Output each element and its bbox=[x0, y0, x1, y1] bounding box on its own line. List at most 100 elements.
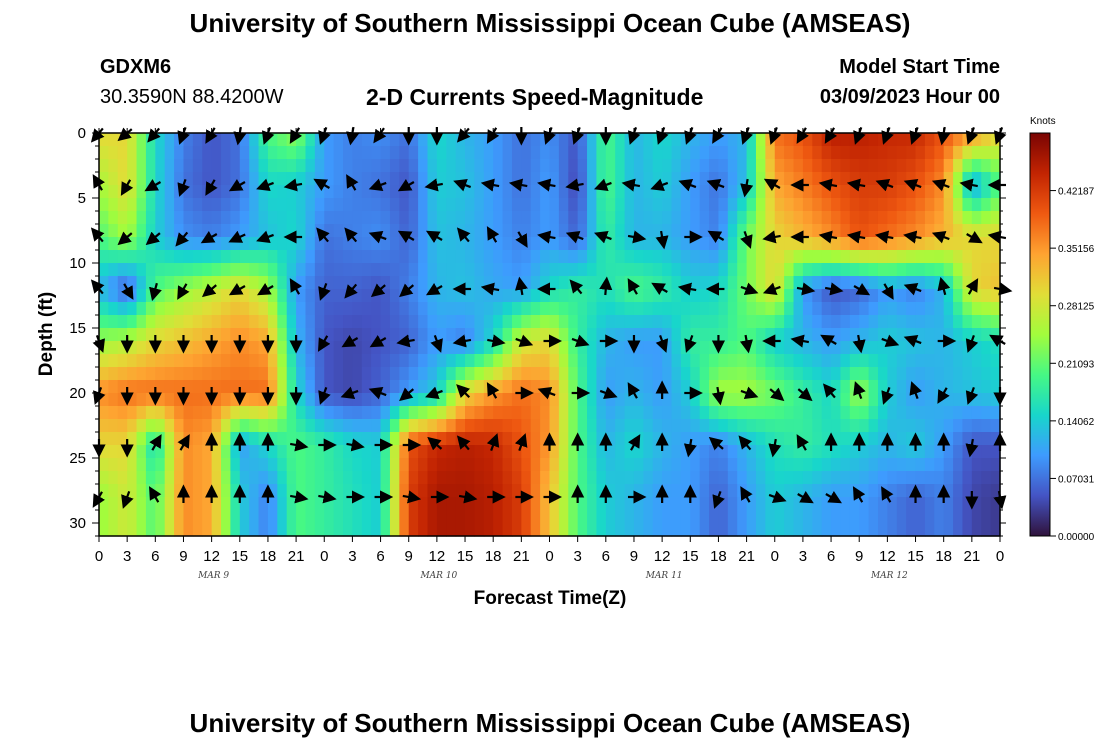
heatmap-cell bbox=[652, 445, 663, 459]
heatmap-cell bbox=[371, 523, 382, 537]
heatmap-cell bbox=[427, 341, 438, 355]
current-arrow bbox=[425, 386, 443, 399]
heatmap-cell bbox=[164, 406, 175, 420]
heatmap-cell bbox=[662, 445, 673, 459]
heatmap-cell bbox=[239, 211, 250, 225]
heatmap-cell bbox=[662, 146, 673, 160]
heatmap-cell bbox=[887, 315, 898, 329]
heatmap-cell bbox=[418, 445, 429, 459]
heatmap-cell bbox=[380, 458, 391, 472]
heatmap-cell bbox=[211, 458, 222, 472]
heatmap-cell bbox=[765, 315, 776, 329]
heatmap-cell bbox=[202, 211, 213, 225]
heatmap-cell bbox=[924, 237, 935, 251]
heatmap-cell bbox=[953, 263, 964, 277]
heatmap-cell bbox=[511, 185, 522, 199]
heatmap-cell bbox=[117, 510, 128, 524]
current-arrow bbox=[256, 230, 274, 243]
heatmap-cell bbox=[821, 198, 832, 212]
heatmap-cell bbox=[652, 315, 663, 329]
heatmap-cell bbox=[568, 419, 579, 433]
current-arrow bbox=[177, 434, 190, 451]
date-label: MAR 12 bbox=[870, 571, 908, 581]
heatmap-cell bbox=[427, 406, 438, 420]
heatmap-cell bbox=[267, 302, 278, 316]
heatmap-cell bbox=[934, 315, 945, 329]
heatmap-cell bbox=[709, 458, 720, 472]
heatmap-cell bbox=[239, 354, 250, 368]
heatmap-cell bbox=[934, 406, 945, 420]
heatmap-cell bbox=[239, 445, 250, 459]
heatmap-cell bbox=[849, 315, 860, 329]
current-arrow bbox=[565, 231, 584, 244]
heatmap-cell bbox=[408, 354, 419, 368]
heatmap-cell bbox=[812, 224, 823, 238]
heatmap-cell bbox=[230, 458, 241, 472]
heatmap-cell bbox=[540, 315, 551, 329]
heatmap-cell bbox=[953, 146, 964, 160]
heatmap-cell bbox=[643, 432, 654, 446]
heatmap-cell bbox=[924, 198, 935, 212]
heatmap-cell bbox=[812, 367, 823, 381]
heatmap-cell bbox=[267, 406, 278, 420]
heatmap-cell bbox=[361, 198, 372, 212]
heatmap-cell bbox=[136, 211, 147, 225]
heatmap-cell bbox=[389, 185, 400, 199]
heatmap-cell bbox=[296, 302, 307, 316]
heatmap-cell bbox=[868, 146, 879, 160]
heatmap-cell bbox=[755, 133, 766, 147]
heatmap-cell bbox=[361, 250, 372, 264]
heatmap-cell bbox=[239, 276, 250, 290]
heatmap-cell bbox=[859, 289, 870, 303]
heatmap-cell bbox=[530, 419, 541, 433]
heatmap-cell bbox=[953, 419, 964, 433]
heatmap-cell bbox=[221, 523, 231, 537]
heatmap-cell bbox=[277, 484, 288, 498]
heatmap-cell bbox=[605, 484, 616, 498]
heatmap-cell bbox=[671, 302, 682, 316]
heatmap-cell bbox=[258, 211, 269, 225]
heatmap-cell bbox=[906, 185, 917, 199]
heatmap-cell bbox=[943, 341, 954, 355]
heatmap-cell bbox=[436, 237, 447, 251]
heatmap-cell bbox=[821, 185, 832, 199]
heatmap-cell bbox=[277, 302, 288, 316]
heatmap-cell bbox=[981, 159, 992, 173]
heatmap-cell bbox=[314, 432, 325, 446]
heatmap-cell bbox=[624, 445, 635, 459]
heatmap-cell bbox=[427, 289, 438, 303]
heatmap-cell bbox=[211, 419, 222, 433]
heatmap-cell bbox=[671, 497, 682, 511]
heatmap-cell bbox=[389, 315, 400, 329]
heatmap-cell bbox=[699, 133, 710, 147]
heatmap-cell bbox=[258, 458, 269, 472]
heatmap-cell bbox=[840, 315, 851, 329]
heatmap-cell bbox=[990, 198, 1001, 212]
heatmap-cell bbox=[859, 367, 870, 381]
heatmap-cell bbox=[605, 276, 616, 290]
heatmap-cell bbox=[831, 354, 842, 368]
heatmap-cell bbox=[577, 484, 588, 498]
heatmap-cell bbox=[155, 445, 166, 459]
heatmap-cell bbox=[727, 328, 738, 342]
heatmap-cell bbox=[145, 432, 156, 446]
heatmap-cell bbox=[99, 146, 109, 160]
heatmap-cell bbox=[587, 263, 598, 277]
heatmap-cell bbox=[389, 510, 400, 524]
heatmap-cell bbox=[652, 471, 663, 485]
heatmap-cell bbox=[511, 471, 522, 485]
heatmap-cell bbox=[962, 263, 973, 277]
heatmap-cell bbox=[436, 354, 447, 368]
heatmap-cell bbox=[737, 393, 748, 407]
heatmap-cell bbox=[699, 159, 710, 173]
heatmap-cell bbox=[286, 185, 297, 199]
heatmap-cell bbox=[643, 497, 654, 511]
current-arrow bbox=[402, 490, 422, 504]
heatmap-cell bbox=[971, 302, 982, 316]
heatmap-cell bbox=[436, 380, 447, 394]
heatmap-cell bbox=[643, 172, 654, 186]
heatmap-cell bbox=[286, 263, 297, 277]
heatmap-cell bbox=[361, 172, 372, 186]
heatmap-cell bbox=[418, 133, 429, 147]
current-arrow bbox=[205, 179, 218, 196]
